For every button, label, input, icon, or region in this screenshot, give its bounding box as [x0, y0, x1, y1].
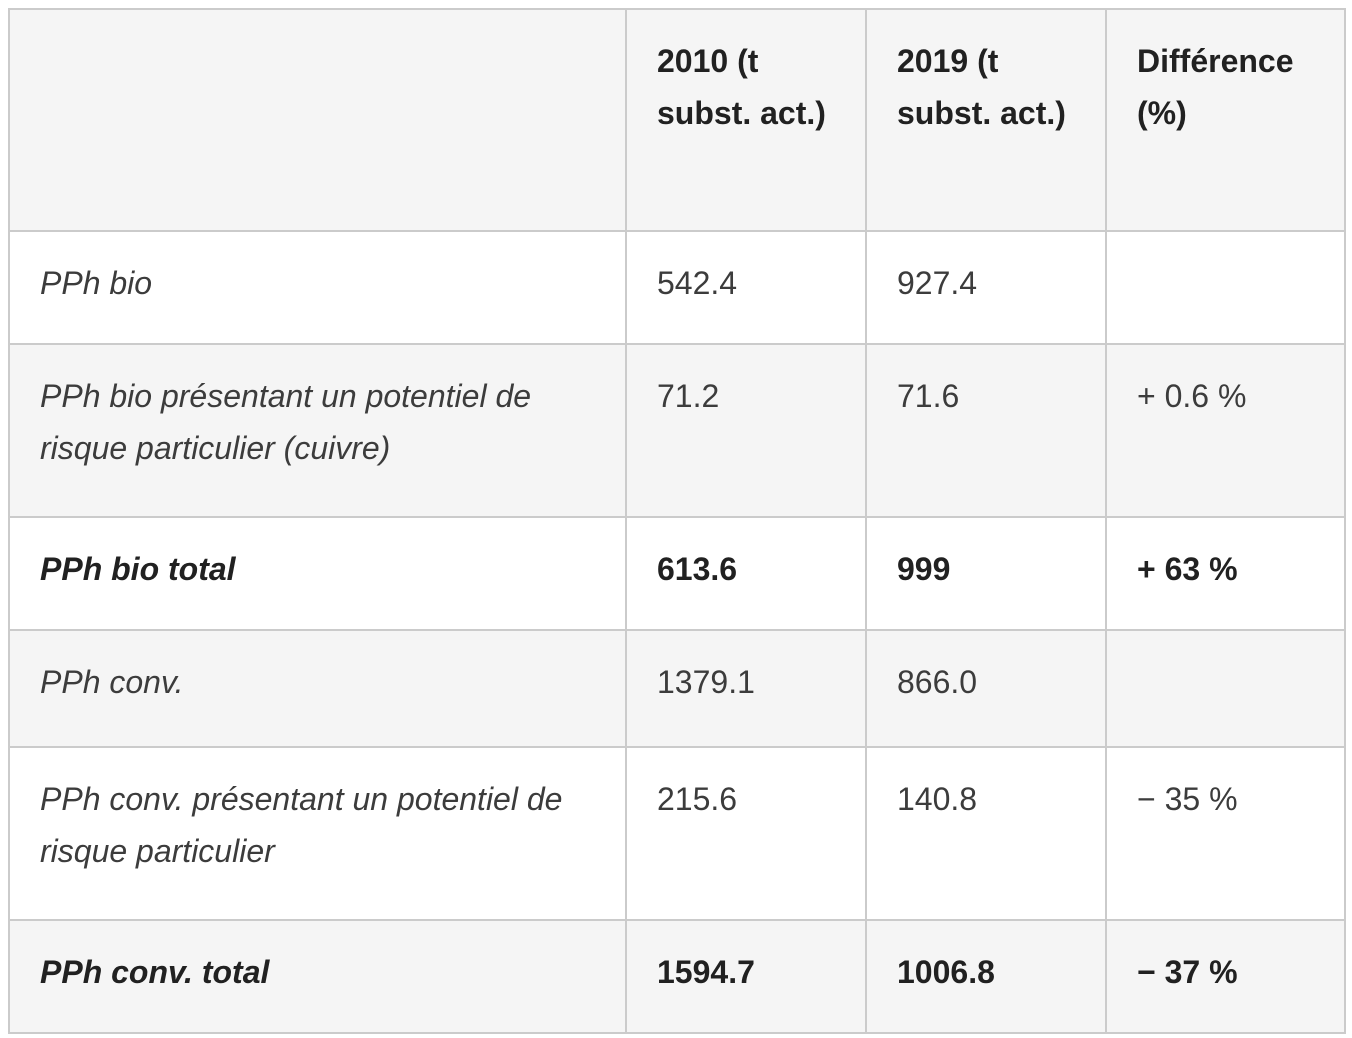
value-2010: 1379.1 — [625, 629, 867, 748]
value-difference: − 37 % — [1105, 919, 1346, 1034]
value-difference — [1105, 629, 1346, 748]
value-2010: 1594.7 — [625, 919, 867, 1034]
value-2010: 215.6 — [625, 746, 867, 921]
table-row-pph-conv-total: PPh conv. total 1594.7 1006.8 − 37 % — [8, 919, 1346, 1034]
value-2010: 613.6 — [625, 516, 867, 631]
table-row-pph-bio-total: PPh bio total 613.6 999 + 63 % — [8, 516, 1346, 631]
value-2019: 71.6 — [865, 343, 1107, 518]
corner-header-cell — [8, 8, 627, 232]
value-2019: 927.4 — [865, 230, 1107, 345]
table-row-pph-bio-risque: PPh bio présentant un potentiel de risqu… — [8, 343, 1346, 518]
value-difference: + 63 % — [1105, 516, 1346, 631]
value-difference: − 35 % — [1105, 746, 1346, 921]
row-label: PPh bio présentant un potentiel de risqu… — [8, 343, 627, 518]
value-2010: 71.2 — [625, 343, 867, 518]
value-2019: 999 — [865, 516, 1107, 631]
value-difference — [1105, 230, 1346, 345]
value-2019: 866.0 — [865, 629, 1107, 748]
row-label: PPh conv. présentant un potentiel de ris… — [8, 746, 627, 921]
column-header-2019: 2019 (t subst. act.) — [865, 8, 1107, 232]
column-header-2010: 2010 (t subst. act.) — [625, 8, 867, 232]
table-row-pph-conv-risque: PPh conv. présentant un potentiel de ris… — [8, 746, 1346, 921]
header-row: 2010 (t subst. act.) 2019 (t subst. act.… — [8, 8, 1346, 232]
value-2010: 542.4 — [625, 230, 867, 345]
pesticides-comparison-table: 2010 (t subst. act.) 2019 (t subst. act.… — [8, 8, 1346, 1034]
value-2019: 1006.8 — [865, 919, 1107, 1034]
row-label: PPh bio total — [8, 516, 627, 631]
value-2019: 140.8 — [865, 746, 1107, 921]
row-label: PPh conv. — [8, 629, 627, 748]
table-row-pph-conv: PPh conv. 1379.1 866.0 — [8, 629, 1346, 748]
column-header-difference: Différence (%) — [1105, 8, 1346, 232]
table-row-pph-bio: PPh bio 542.4 927.4 — [8, 230, 1346, 345]
value-difference: + 0.6 % — [1105, 343, 1346, 518]
row-label: PPh bio — [8, 230, 627, 345]
row-label: PPh conv. total — [8, 919, 627, 1034]
